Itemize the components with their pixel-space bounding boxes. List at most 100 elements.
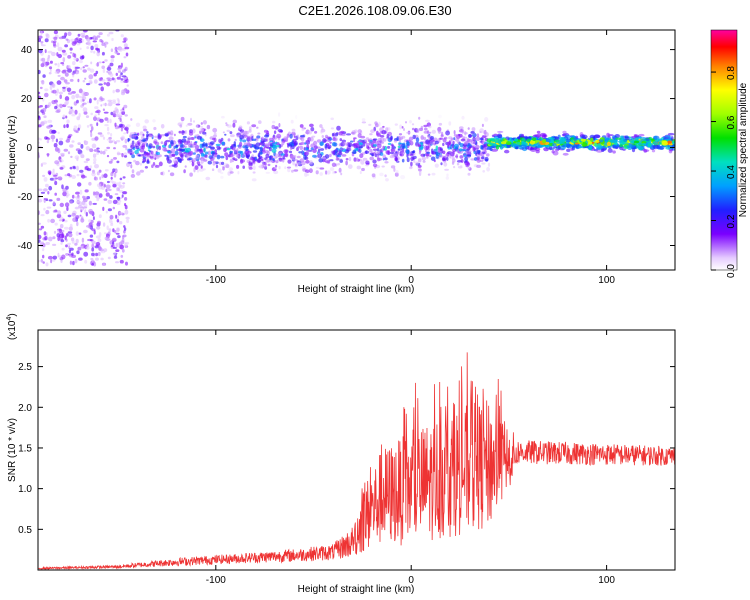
heatmap-cell bbox=[218, 147, 222, 149]
heatmap-cell bbox=[50, 259, 53, 264]
heatmap-cell bbox=[370, 151, 376, 154]
heatmap-cell bbox=[192, 128, 196, 134]
heatmap-cell bbox=[444, 154, 447, 158]
heatmap-cell bbox=[120, 196, 123, 199]
heatmap-cell bbox=[53, 36, 58, 41]
heatmap-cell bbox=[68, 249, 71, 254]
heatmap-cell bbox=[562, 130, 567, 134]
heatmap-cell bbox=[252, 150, 258, 153]
heatmap-cell bbox=[192, 152, 196, 155]
heatmap-cell bbox=[227, 138, 231, 142]
heatmap-cell bbox=[280, 153, 285, 156]
chart-title: C2E1.2026.108.09.06.E30 bbox=[298, 3, 452, 18]
heatmap-cell bbox=[183, 141, 189, 146]
heatmap-cell bbox=[483, 130, 487, 135]
heatmap-cell bbox=[371, 173, 376, 178]
heatmap-cell bbox=[374, 121, 378, 125]
heatmap-cell bbox=[624, 135, 629, 139]
heatmap-cell bbox=[448, 136, 453, 140]
heatmap-cell bbox=[126, 162, 131, 168]
heatmap-cell bbox=[260, 160, 264, 163]
heatmap-cell bbox=[364, 150, 370, 154]
heatmap-cell bbox=[282, 155, 286, 160]
heatmap-cell bbox=[48, 236, 53, 242]
heatmap-cell bbox=[47, 137, 51, 141]
heatmap-cell bbox=[44, 236, 48, 241]
heatmap-cell bbox=[91, 143, 97, 149]
heatmap-cell bbox=[222, 166, 225, 171]
heatmap-cell bbox=[350, 140, 354, 143]
heatmap-cell bbox=[406, 131, 411, 134]
heatmap-cell bbox=[106, 154, 110, 158]
spectrogram-heatmap bbox=[38, 30, 675, 267]
heatmap-cell bbox=[75, 71, 80, 75]
heatmap-cell bbox=[229, 145, 233, 150]
heatmap-cell bbox=[504, 149, 510, 154]
heatmap-cell bbox=[98, 32, 103, 36]
heatmap-cell bbox=[236, 164, 240, 169]
heatmap-cell bbox=[220, 175, 224, 179]
heatmap-cell bbox=[122, 184, 125, 189]
heatmap-cell bbox=[200, 165, 203, 169]
heatmap-cell bbox=[64, 174, 68, 177]
heatmap-cell bbox=[67, 173, 71, 177]
heatmap-cell bbox=[81, 96, 87, 100]
heatmap-cell bbox=[460, 138, 466, 142]
heatmap-cell bbox=[251, 154, 254, 158]
heatmap-cell bbox=[57, 176, 63, 181]
heatmap-cell bbox=[99, 248, 104, 252]
heatmap-cell bbox=[69, 47, 73, 51]
heatmap-cell bbox=[412, 155, 417, 160]
heatmap-cell bbox=[652, 140, 659, 145]
heatmap-cell bbox=[225, 122, 228, 125]
heatmap-cell bbox=[99, 176, 102, 180]
heatmap-cell bbox=[82, 80, 86, 83]
heatmap-cell bbox=[292, 161, 295, 166]
heatmap-cell bbox=[136, 171, 141, 176]
heatmap-cell bbox=[62, 57, 66, 63]
heatmap-cell bbox=[80, 104, 84, 108]
heatmap-cell bbox=[265, 158, 271, 163]
heatmap-cell bbox=[353, 138, 356, 143]
heatmap-cell bbox=[54, 192, 57, 196]
heatmap-cell bbox=[86, 225, 91, 228]
heatmap-cell bbox=[190, 117, 192, 123]
heatmap-cell bbox=[67, 92, 73, 95]
heatmap-cell bbox=[120, 254, 124, 258]
heatmap-cell bbox=[104, 124, 109, 127]
heatmap-cell bbox=[45, 104, 50, 108]
heatmap-cell bbox=[99, 118, 104, 123]
heatmap-cell bbox=[139, 131, 144, 136]
heatmap-cell bbox=[98, 214, 102, 219]
heatmap-cell bbox=[124, 243, 128, 248]
heatmap-cell bbox=[82, 69, 87, 73]
heatmap-cell bbox=[118, 181, 122, 184]
heatmap-cell bbox=[105, 192, 110, 197]
heatmap-cell bbox=[394, 172, 399, 177]
heatmap-cell bbox=[38, 137, 41, 141]
heatmap-cell bbox=[304, 142, 307, 145]
heatmap-cell bbox=[319, 172, 323, 176]
colorbar-tick-label: 0.6 bbox=[726, 115, 737, 129]
heatmap-cell bbox=[327, 170, 331, 175]
heatmap-cell bbox=[116, 202, 121, 205]
heatmap-cell bbox=[58, 36, 64, 40]
heatmap-cell bbox=[77, 182, 82, 187]
heatmap-cell bbox=[367, 139, 370, 142]
heatmap-cell bbox=[97, 220, 101, 225]
heatmap-cell bbox=[71, 113, 76, 117]
heatmap-cell bbox=[143, 128, 148, 132]
heatmap-cell bbox=[264, 150, 269, 154]
heatmap-cell bbox=[116, 186, 118, 192]
heatmap-cell bbox=[119, 221, 123, 225]
heatmap-cell bbox=[499, 145, 504, 150]
heatmap-cell bbox=[612, 144, 617, 149]
heatmap-cell bbox=[130, 164, 133, 169]
heatmap-cell bbox=[117, 70, 122, 73]
heatmap-cell bbox=[169, 130, 174, 136]
heatmap-cell bbox=[581, 134, 588, 139]
heatmap-cell bbox=[553, 146, 558, 149]
heatmap-cell bbox=[348, 156, 352, 162]
heatmap-cell bbox=[108, 160, 113, 164]
heatmap-cell bbox=[474, 157, 478, 161]
